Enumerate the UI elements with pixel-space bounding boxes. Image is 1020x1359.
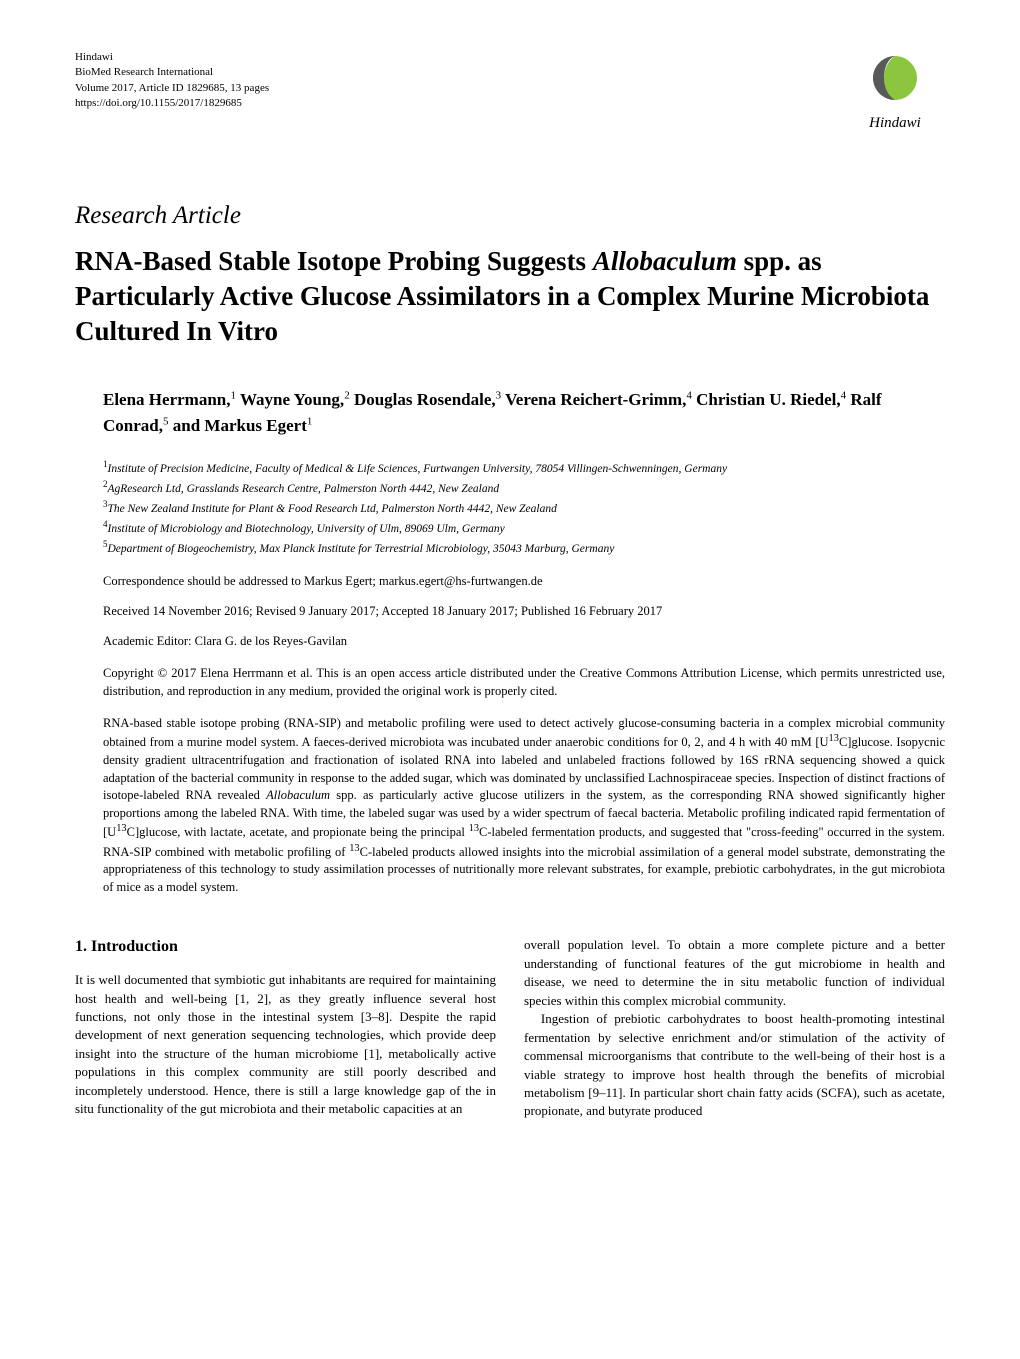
title-pre: RNA-Based Stable Isotope Probing Suggest… [75,246,593,276]
section-heading-intro: 1. Introduction [75,936,496,959]
correspondence-line: Correspondence should be addressed to Ma… [103,574,945,589]
affiliations-list: 1Institute of Precision Medicine, Facult… [103,458,945,558]
hindawi-logo-text: Hindawi [845,115,945,132]
journal-name: BioMed Research International [75,65,269,80]
journal-info: Hindawi BioMed Research International Vo… [75,50,269,112]
column-left: 1. Introduction It is well documented th… [75,936,496,1121]
intro-paragraph-1: It is well documented that symbiotic gut… [75,971,496,1119]
abstract: RNA-based stable isotope probing (RNA-SI… [103,715,945,896]
academic-editor: Academic Editor: Clara G. de los Reyes-G… [103,634,945,649]
article-type: Research Article [75,202,945,230]
author-list: Elena Herrmann,1 Wayne Young,2 Douglas R… [103,387,945,438]
volume-info: Volume 2017, Article ID 1829685, 13 page… [75,81,269,96]
publisher-name: Hindawi [75,50,269,65]
article-dates: Received 14 November 2016; Revised 9 Jan… [103,604,945,619]
column-right: overall population level. To obtain a mo… [524,936,945,1121]
page-header: Hindawi BioMed Research International Vo… [75,50,945,132]
hindawi-logo: Hindawi [845,50,945,132]
article-title: RNA-Based Stable Isotope Probing Suggest… [75,244,945,349]
hindawi-mark-icon [865,50,925,110]
title-species: Allobaculum [593,246,737,276]
intro-paragraph-2: Ingestion of prebiotic carbohydrates to … [524,1010,945,1121]
copyright-notice: Copyright © 2017 Elena Herrmann et al. T… [103,664,945,700]
intro-paragraph-1-cont: overall population level. To obtain a mo… [524,936,945,1010]
body-columns: 1. Introduction It is well documented th… [75,936,945,1121]
doi-link: https://doi.org/10.1155/2017/1829685 [75,96,269,111]
